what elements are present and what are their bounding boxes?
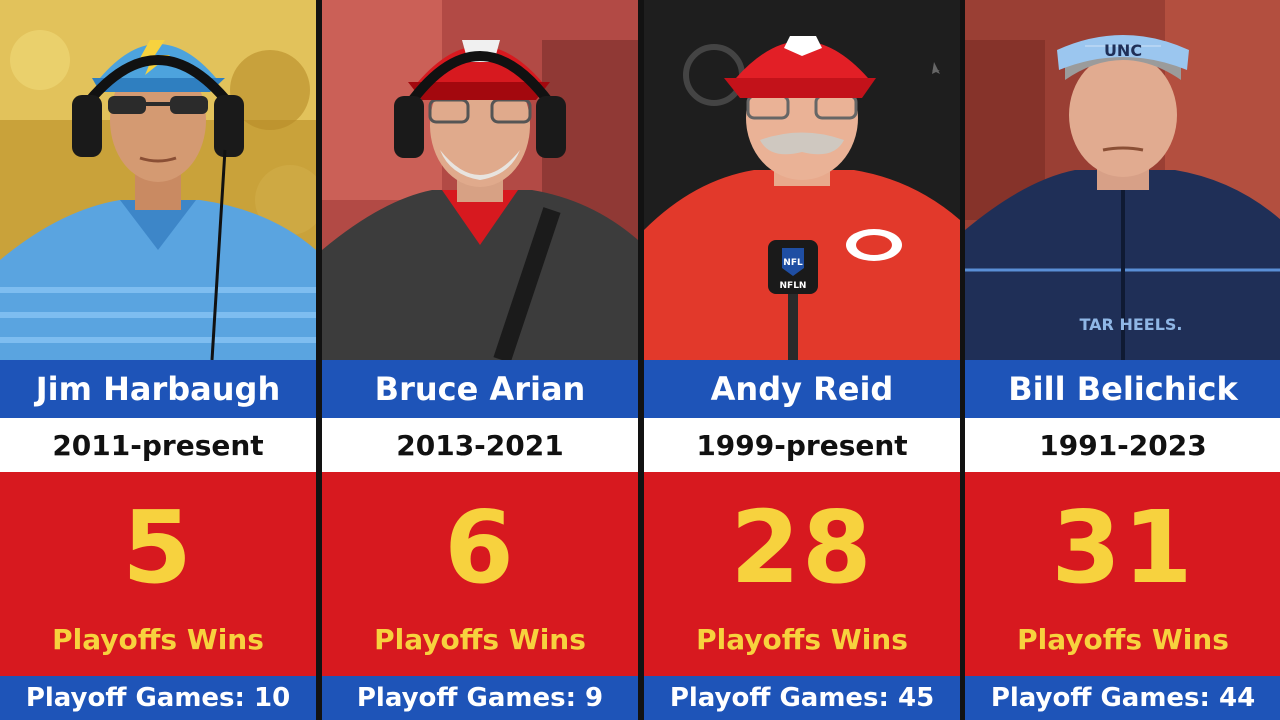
- playoff-wins-value: 5: [122, 489, 194, 606]
- playoff-wins-value: 28: [730, 489, 874, 606]
- playoff-wins-label: Playoffs Wins: [696, 623, 908, 656]
- tar-heels-text: TAR HEELS.: [1080, 315, 1183, 334]
- arian-photo-illustration: [322, 0, 638, 360]
- unc-visor-text: UNC: [1104, 41, 1142, 60]
- playoff-games-text: Playoff Games: 44: [965, 676, 1280, 720]
- mic-logo-text: NFL: [783, 258, 803, 268]
- coach-card-harbaugh: Jim Harbaugh 2011-present 5 Playoffs Win…: [0, 0, 316, 720]
- coach-name: Bruce Arian: [322, 360, 638, 418]
- playoff-wins-panel: 5 Playoffs Wins: [0, 472, 316, 676]
- playoff-wins-panel: 6 Playoffs Wins: [322, 472, 638, 676]
- coach-card-belichick: TAR HEELS. UNC Bill Belichick 1991-2023 …: [965, 0, 1280, 720]
- playoff-games-text: Playoff Games: 45: [644, 676, 960, 720]
- playoff-wins-value: 6: [444, 489, 516, 606]
- coach-name: Jim Harbaugh: [0, 360, 316, 418]
- coach-photo-harbaugh: [0, 0, 316, 360]
- coach-years: 1999-present: [644, 418, 960, 472]
- harbaugh-photo-illustration: [0, 0, 316, 360]
- coach-card-reid: NFL NFLN Andy Reid 1999-present 28 Playo…: [644, 0, 960, 720]
- playoff-games-text: Playoff Games: 10: [0, 676, 316, 720]
- coach-years: 2013-2021: [322, 418, 638, 472]
- coach-card-arian: Bruce Arian 2013-2021 6 Playoffs Wins Pl…: [322, 0, 638, 720]
- reid-photo-illustration: NFL NFLN: [644, 0, 960, 360]
- coach-name: Andy Reid: [644, 360, 960, 418]
- playoff-wins-panel: 28 Playoffs Wins: [644, 472, 960, 676]
- playoff-games-text: Playoff Games: 9: [322, 676, 638, 720]
- playoff-wins-panel: 31 Playoffs Wins: [965, 472, 1280, 676]
- coach-name: Bill Belichick: [965, 360, 1280, 418]
- mic-network-text: NFLN: [780, 281, 807, 291]
- coach-years: 2011-present: [0, 418, 316, 472]
- playoff-wins-label: Playoffs Wins: [52, 623, 264, 656]
- coach-photo-arian: [322, 0, 638, 360]
- chiefs-arrowhead-icon: [784, 36, 822, 56]
- coach-years: 1991-2023: [965, 418, 1280, 472]
- playoff-wins-value: 31: [1051, 489, 1195, 606]
- playoff-wins-label: Playoffs Wins: [1017, 623, 1229, 656]
- coach-photo-reid: NFL NFLN: [644, 0, 960, 360]
- belichick-photo-illustration: TAR HEELS. UNC: [965, 0, 1280, 360]
- coach-photo-belichick: TAR HEELS. UNC: [965, 0, 1280, 360]
- playoff-wins-label: Playoffs Wins: [374, 623, 586, 656]
